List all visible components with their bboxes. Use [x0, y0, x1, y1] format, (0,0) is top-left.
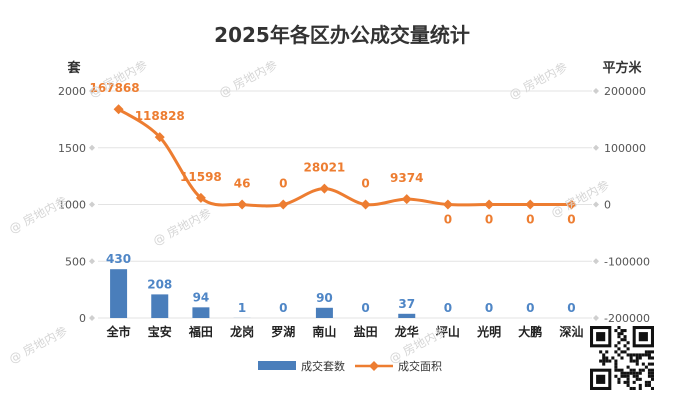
line-label: 167868	[90, 81, 140, 95]
line-label: 46	[234, 176, 251, 190]
legend-label-bar: 成交套数	[301, 359, 345, 373]
x-tick-label: 深汕	[559, 324, 583, 339]
bar-label: 0	[526, 301, 534, 315]
line-label: 0	[485, 213, 493, 227]
y-right-tick-label: 200000	[604, 85, 646, 98]
tick-marker	[593, 201, 599, 208]
tick-marker	[593, 144, 599, 151]
line-series	[113, 104, 577, 210]
line-marker	[442, 199, 453, 210]
tick-marker	[89, 201, 95, 208]
bar-label: 94	[193, 290, 210, 304]
line-marker	[484, 199, 495, 210]
x-tick-label: 龙岗	[230, 324, 254, 339]
x-axis-ticks: 全市 宝安 福田 龙岗 罗湖 南山 盐田 龙华 坪山 光明 大鹏 深汕	[106, 324, 584, 339]
x-tick-label: 宝安	[148, 324, 172, 339]
y-left-tick-label: 1000	[58, 199, 86, 212]
y-right-tick-label: 100000	[604, 142, 646, 155]
line-marker	[319, 183, 330, 194]
line-data-labels: 167868 118828 11598 46 0 28021 0 9374 0 0 0 0	[90, 81, 576, 226]
y-left-tick-label: 500	[65, 255, 86, 268]
qr-code-icon	[590, 326, 654, 390]
bar-label: 37	[398, 297, 415, 311]
bar-label: 0	[361, 301, 369, 315]
line-marker	[154, 132, 165, 143]
line-label: 118828	[135, 109, 185, 123]
tick-marker	[89, 88, 95, 94]
line-label: 0	[279, 177, 287, 191]
y-axis-left-label: 套	[66, 60, 81, 76]
bar-label: 0	[444, 301, 452, 315]
bar-label: 430	[106, 252, 131, 266]
bar-label: 0	[567, 301, 575, 315]
x-tick-label: 全市	[106, 324, 131, 339]
bar-label: 208	[147, 277, 172, 291]
y-right-tick-label: -100000	[604, 255, 650, 268]
y-axis-left-ticks: 0 500 1000 1500 2000	[58, 85, 95, 325]
line-marker	[401, 194, 412, 205]
line-marker	[113, 104, 124, 115]
line-marker	[278, 199, 289, 210]
line-label: 0	[444, 213, 452, 227]
bar-label: 1	[238, 301, 246, 315]
bar	[110, 269, 128, 318]
y-right-tick-label: 0	[604, 199, 611, 212]
line-label: 9374	[390, 171, 423, 185]
legend-swatch-bar	[258, 361, 296, 370]
y-right-tick-label: -200000	[604, 312, 650, 325]
line-marker	[195, 192, 206, 203]
gridlines	[98, 90, 592, 319]
chart-title: 2025年各区办公成交量统计	[214, 23, 470, 47]
tick-marker	[89, 258, 95, 265]
bar-data-labels: 430 208 94 1 0 90 0 37 0 0 0 0	[106, 252, 576, 315]
qr-code-icon	[590, 326, 654, 390]
bar-series	[110, 269, 416, 318]
y-left-tick-label: 1500	[58, 142, 86, 155]
line-marker	[237, 199, 248, 210]
line-label: 11598	[180, 170, 222, 184]
tick-marker	[593, 315, 599, 321]
line-marker	[566, 199, 577, 210]
legend-marker	[369, 361, 379, 371]
x-tick-label: 龙华	[395, 324, 419, 339]
bar	[151, 294, 169, 318]
x-tick-label: 坪山	[436, 324, 460, 339]
y-left-tick-label: 2000	[58, 85, 86, 98]
line-path	[117, 107, 572, 208]
x-tick-label: 盐田	[354, 324, 378, 339]
bar-label: 90	[316, 291, 333, 305]
bar	[398, 313, 416, 318]
bar	[315, 307, 333, 318]
line-label: 0	[526, 213, 534, 227]
x-tick-label: 大鹏	[518, 324, 542, 339]
line-marker	[525, 199, 536, 210]
x-tick-label: 罗湖	[271, 324, 295, 339]
x-tick-label: 南山	[312, 324, 336, 339]
tick-marker	[89, 315, 95, 321]
legend-label-line: 成交面积	[398, 359, 442, 373]
line-label: 28021	[304, 161, 346, 175]
y-left-tick-label: 0	[79, 312, 86, 325]
tick-marker	[593, 88, 599, 94]
y-axis-right-ticks: -200000 -100000 0 100000 200000	[593, 85, 650, 325]
line-marker	[360, 199, 371, 210]
x-tick-label: 光明	[476, 324, 501, 339]
line-label: 0	[567, 213, 575, 227]
x-tick-label: 福田	[188, 324, 213, 339]
bar-label: 0	[279, 301, 287, 315]
tick-marker	[89, 144, 95, 151]
bar	[192, 307, 210, 318]
y-axis-right-label: 平方米	[602, 60, 642, 76]
tick-marker	[593, 258, 599, 265]
legend: 成交套数 成交面积	[258, 359, 442, 373]
bar-label: 0	[485, 301, 493, 315]
line-label: 0	[361, 177, 369, 191]
